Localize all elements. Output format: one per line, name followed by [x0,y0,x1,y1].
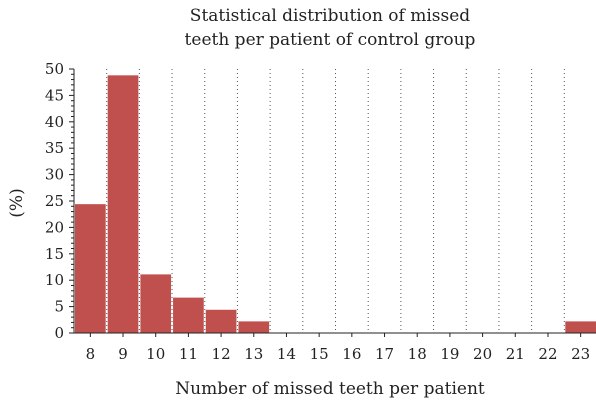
x-axis-label: Number of missed teeth per patient [175,379,485,399]
bar-9 [107,75,139,333]
chart-title-line-1: Statistical distribution of missed [189,6,471,26]
x-tick-label-9: 9 [118,345,128,363]
y-tick-labels: 0 5 10 15 20 25 30 35 40 45 50 [45,60,64,342]
x-tick-label-10: 10 [146,345,165,363]
x-tick-label-8: 8 [86,345,96,363]
x-tick-label-23: 23 [571,345,590,363]
x-tick-labels: 8 9 10 11 12 13 14 15 16 17 18 19 20 21 22 23 [86,345,591,363]
x-tick-label-22: 22 [538,345,557,363]
y-tick-label: 5 [54,298,64,316]
bars [75,75,596,333]
bar-23 [565,321,596,333]
x-tick-label-20: 20 [473,345,492,363]
x-tick-label-13: 13 [244,345,263,363]
x-tick-label-15: 15 [310,345,329,363]
grid-lines [106,69,565,333]
y-tick-label: 35 [45,139,64,157]
axes [69,68,596,337]
bar-8 [75,204,106,333]
y-tick-label: 45 [45,86,64,104]
y-tick-label: 50 [45,60,64,78]
x-tick-label-14: 14 [277,345,296,363]
chart-title-line-2: teeth per patient of control group [184,30,476,50]
y-tick-label: 25 [45,192,64,210]
bar-11 [173,297,204,333]
x-tick-label-12: 12 [212,345,231,363]
bar-12 [205,309,237,333]
x-tick-label-19: 19 [440,345,459,363]
x-tick-label-16: 16 [342,345,361,363]
bar-10 [140,274,172,333]
bar-13 [238,321,270,333]
y-tick-label: 10 [45,271,64,289]
x-tick-label-18: 18 [408,345,427,363]
y-tick-label: 30 [45,166,64,184]
y-tick-label: 0 [54,324,64,342]
x-tick-label-17: 17 [375,345,394,363]
y-tick-label: 15 [45,245,64,263]
x-tick-label-21: 21 [506,345,525,363]
y-tick-label: 40 [45,113,64,131]
y-tick-label: 20 [45,218,64,236]
y-axis-label: (%) [7,188,27,217]
x-tick-label-11: 11 [179,345,198,363]
